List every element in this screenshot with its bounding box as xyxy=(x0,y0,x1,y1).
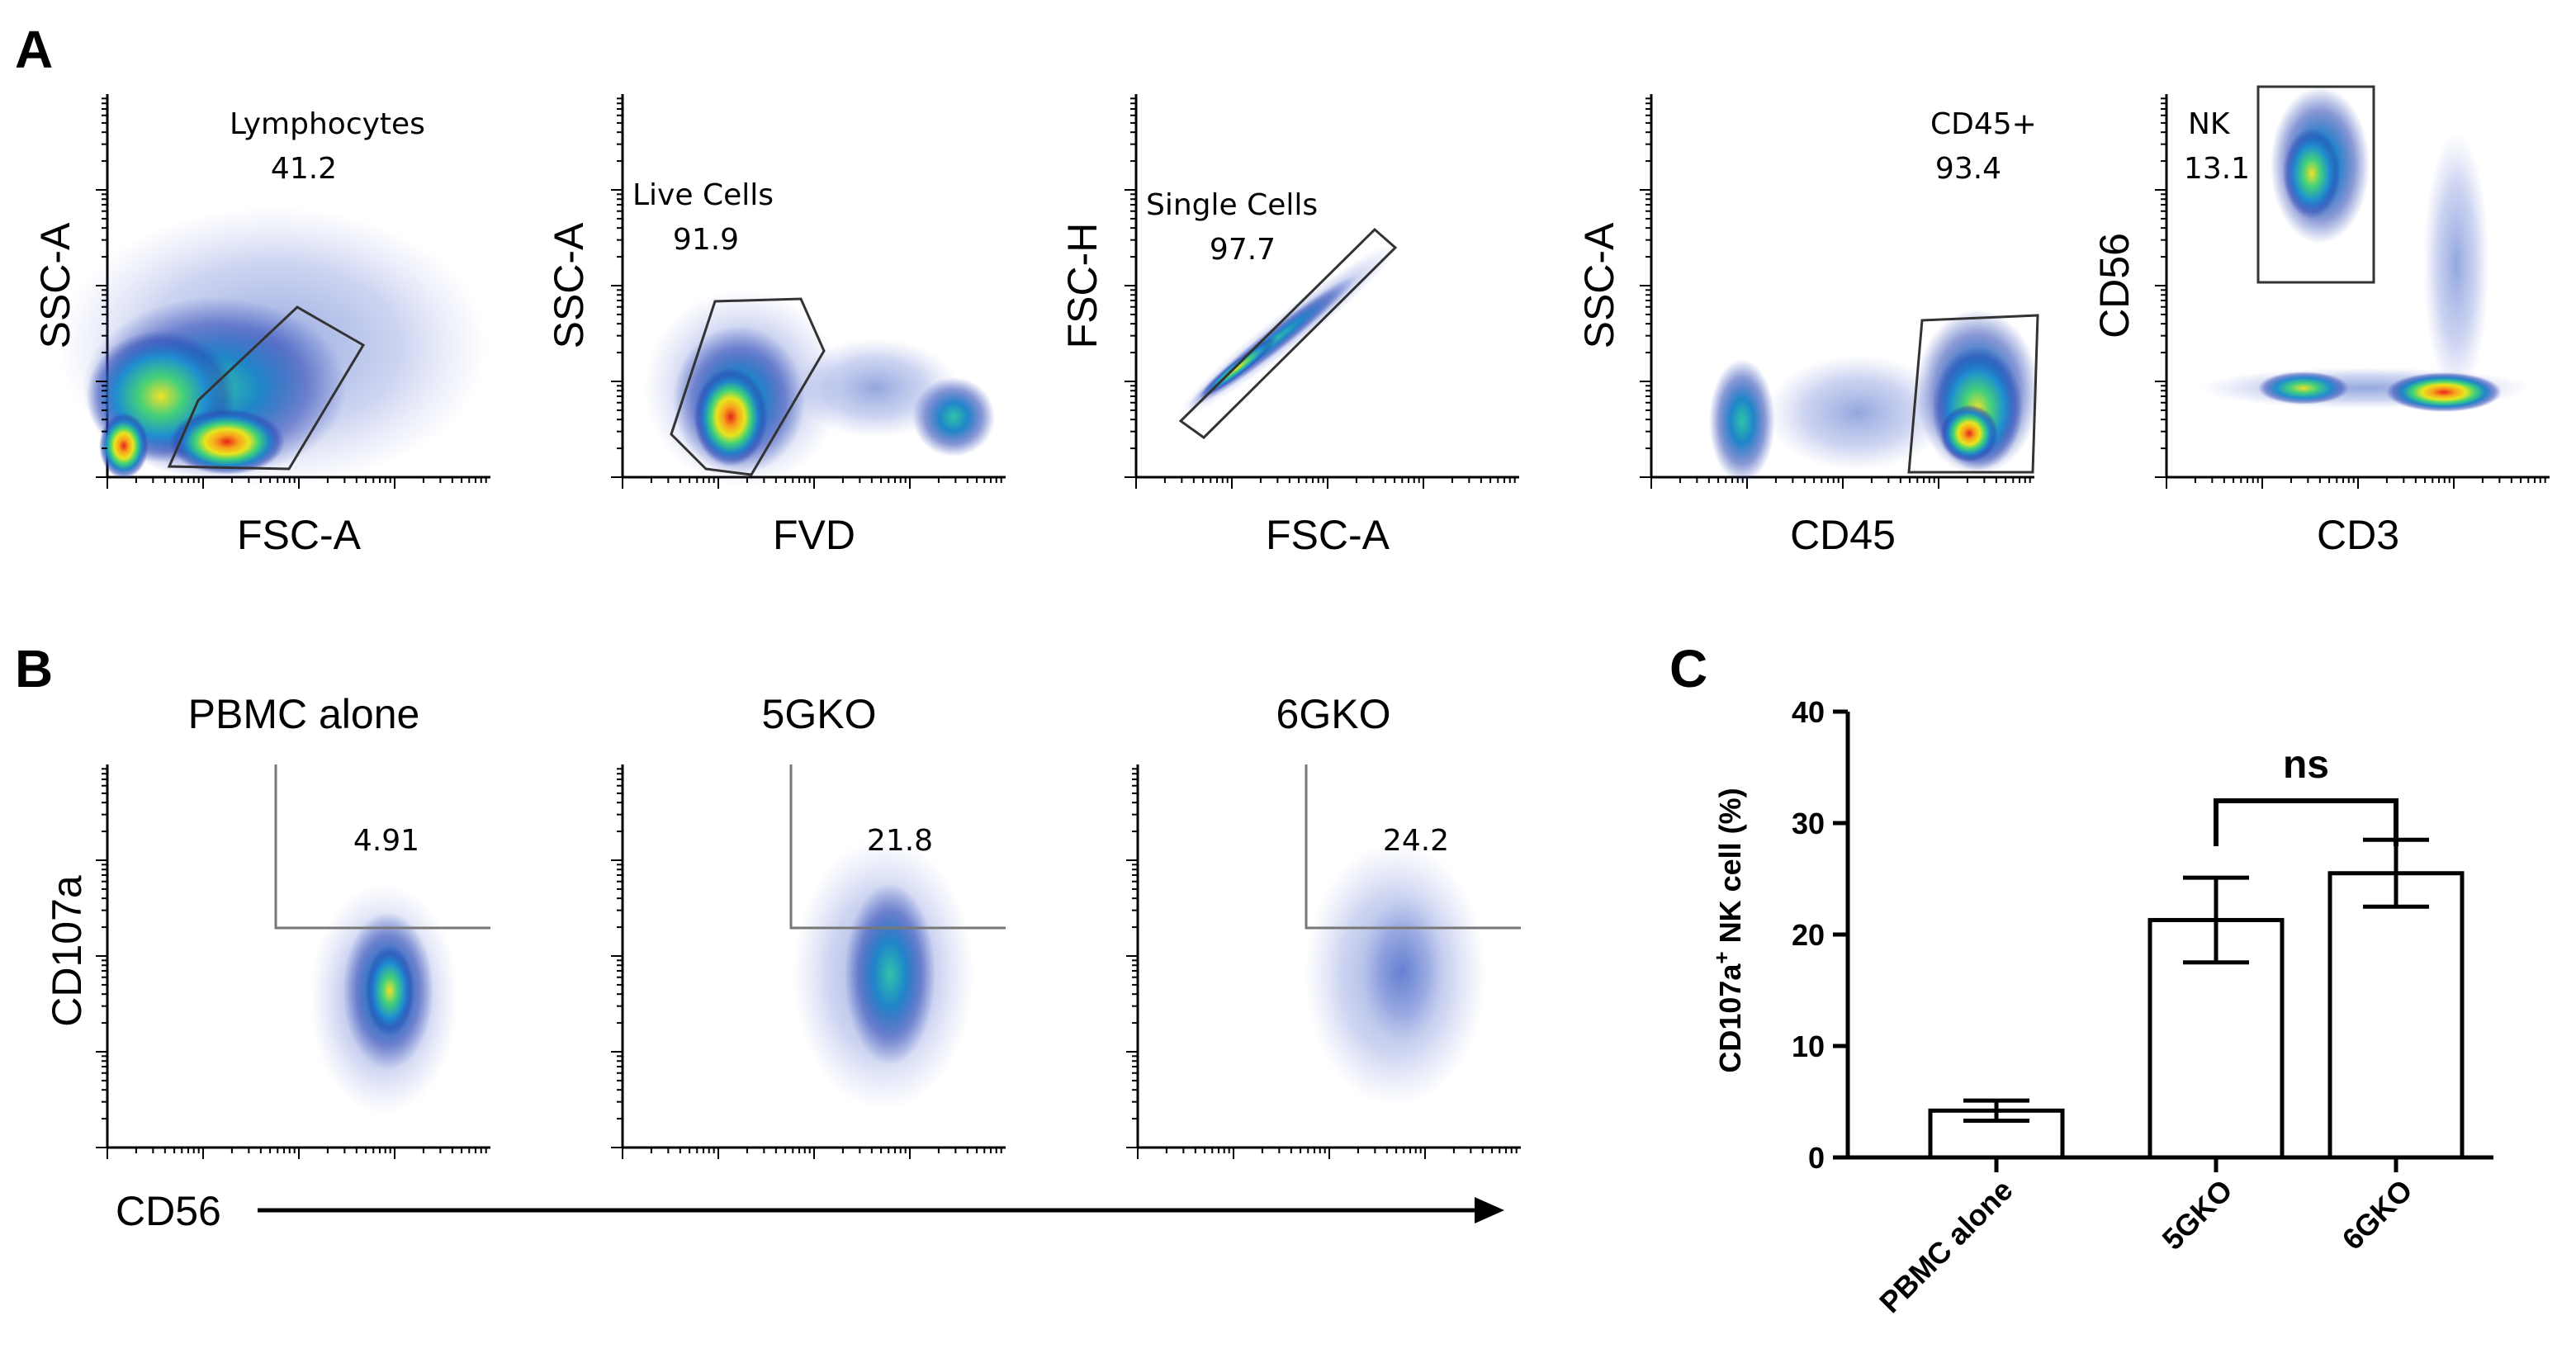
y-tick-label: 20 xyxy=(1792,918,1825,952)
plot-title: PBMC alone xyxy=(188,691,420,737)
density-cloud xyxy=(58,206,487,487)
gate-value: 4.91 xyxy=(353,824,419,858)
flow-plot-pbmc-alone: PBMC alone 4.91 xyxy=(106,691,490,1149)
x-axis-label: CD45 xyxy=(1790,512,1896,558)
quadrant-gate xyxy=(274,764,490,930)
y-tick-label: 0 xyxy=(1808,1141,1825,1175)
ylabel-remainder: NK cell (%) xyxy=(1713,788,1747,951)
panel-letter-a: A xyxy=(15,20,53,79)
quadrant-gate xyxy=(1305,764,1521,930)
gate-cd45 xyxy=(1907,314,2039,474)
plot-title: 5GKO xyxy=(762,691,877,737)
y-axis-label: FSC-H xyxy=(1059,223,1106,349)
gate-value: 13.1 xyxy=(2184,152,2250,186)
panel-letter-b: B xyxy=(15,639,53,698)
gate-value: 97.7 xyxy=(1210,233,1276,267)
x-axis-label: CD3 xyxy=(2317,512,2399,558)
bar-chart-y-axis-label: CD107a+ NK cell (%) xyxy=(1709,788,1747,1072)
y-axis-label: SSC-A xyxy=(32,222,78,348)
gate-label: NK xyxy=(2188,107,2231,141)
density-cloud xyxy=(2200,87,2531,412)
density-cloud xyxy=(310,883,458,1115)
flow-plot-nk: NK 13.1 CD56 CD3 xyxy=(2091,85,2550,558)
panel-b-y-axis-label: CD107a xyxy=(44,875,90,1027)
y-axis-label: SSC-A xyxy=(546,222,592,348)
y-axis-label: CD56 xyxy=(2091,233,2138,338)
gate-label: CD45+ xyxy=(1930,107,2037,141)
gate-value: 91.9 xyxy=(673,223,739,257)
density-cloud xyxy=(644,289,995,487)
density-cloud xyxy=(1305,842,1486,1106)
x-tick-label: 5GKO xyxy=(2156,1173,2239,1257)
gate-live-cells xyxy=(670,297,826,476)
flow-plot-single-cells: Single Cells 97.7 FSC-H FSC-A xyxy=(1059,94,1519,558)
gate-value: 24.2 xyxy=(1383,824,1449,858)
bar xyxy=(2327,871,2465,1160)
gate-value: 41.2 xyxy=(271,152,337,186)
y-tick-label: 30 xyxy=(1792,807,1825,840)
panel-b-x-arrowhead xyxy=(1475,1197,1504,1223)
x-axis-label: FSC-A xyxy=(237,512,362,558)
gate-nk xyxy=(2256,85,2375,284)
flow-axis-ticks xyxy=(96,97,2546,1159)
density-cloud xyxy=(1709,310,2039,483)
x-tick-label: 6GKO xyxy=(2336,1173,2419,1257)
significance-bracket xyxy=(2214,798,2398,846)
panel-letter-c: C xyxy=(1669,639,1707,698)
flow-plot-cd45: CD45+ 93.4 SSC-A CD45 xyxy=(1576,94,2039,558)
x-axis-label: FVD xyxy=(773,512,855,558)
y-axis-label: SSC-A xyxy=(1576,222,1622,348)
quadrant-gate xyxy=(789,764,1006,930)
flow-plot-6gko: 6GKO 24.2 xyxy=(1136,691,1521,1149)
x-axis-label: FSC-A xyxy=(1266,512,1390,558)
gate-single-cells xyxy=(1178,227,1398,439)
density-cloud xyxy=(793,838,974,1110)
gate-label: Live Cells xyxy=(632,178,774,212)
plot-title: 6GKO xyxy=(1276,691,1391,737)
gate-value: 93.4 xyxy=(1935,152,2001,186)
flow-plot-live-cells: Live Cells 91.9 SSC-A FVD xyxy=(546,94,1006,558)
gate-label: Single Cells xyxy=(1146,188,1318,222)
panel-b-x-axis-label: CD56 xyxy=(116,1188,221,1234)
y-tick-label: 10 xyxy=(1792,1029,1825,1063)
gate-value: 21.8 xyxy=(867,824,933,858)
significance-label: ns xyxy=(2283,743,2329,787)
flow-plot-lymphocytes: Lymphocytes 41.2 SSC-A FSC-A xyxy=(32,94,490,558)
gate-lymphocytes xyxy=(167,305,366,471)
bar-chart-cd107a: CD107a+ NK cell (%) 0 10 20 30 40 PBMC alone 5… xyxy=(1709,695,2493,1319)
gate-label: Lymphocytes xyxy=(230,107,425,141)
x-tick-label: PBMC alone xyxy=(1873,1173,2020,1320)
flow-plot-5gko: 5GKO 21.8 xyxy=(621,691,1006,1149)
y-tick-label: 40 xyxy=(1792,695,1825,729)
ylabel-superscript: + xyxy=(1709,951,1734,963)
